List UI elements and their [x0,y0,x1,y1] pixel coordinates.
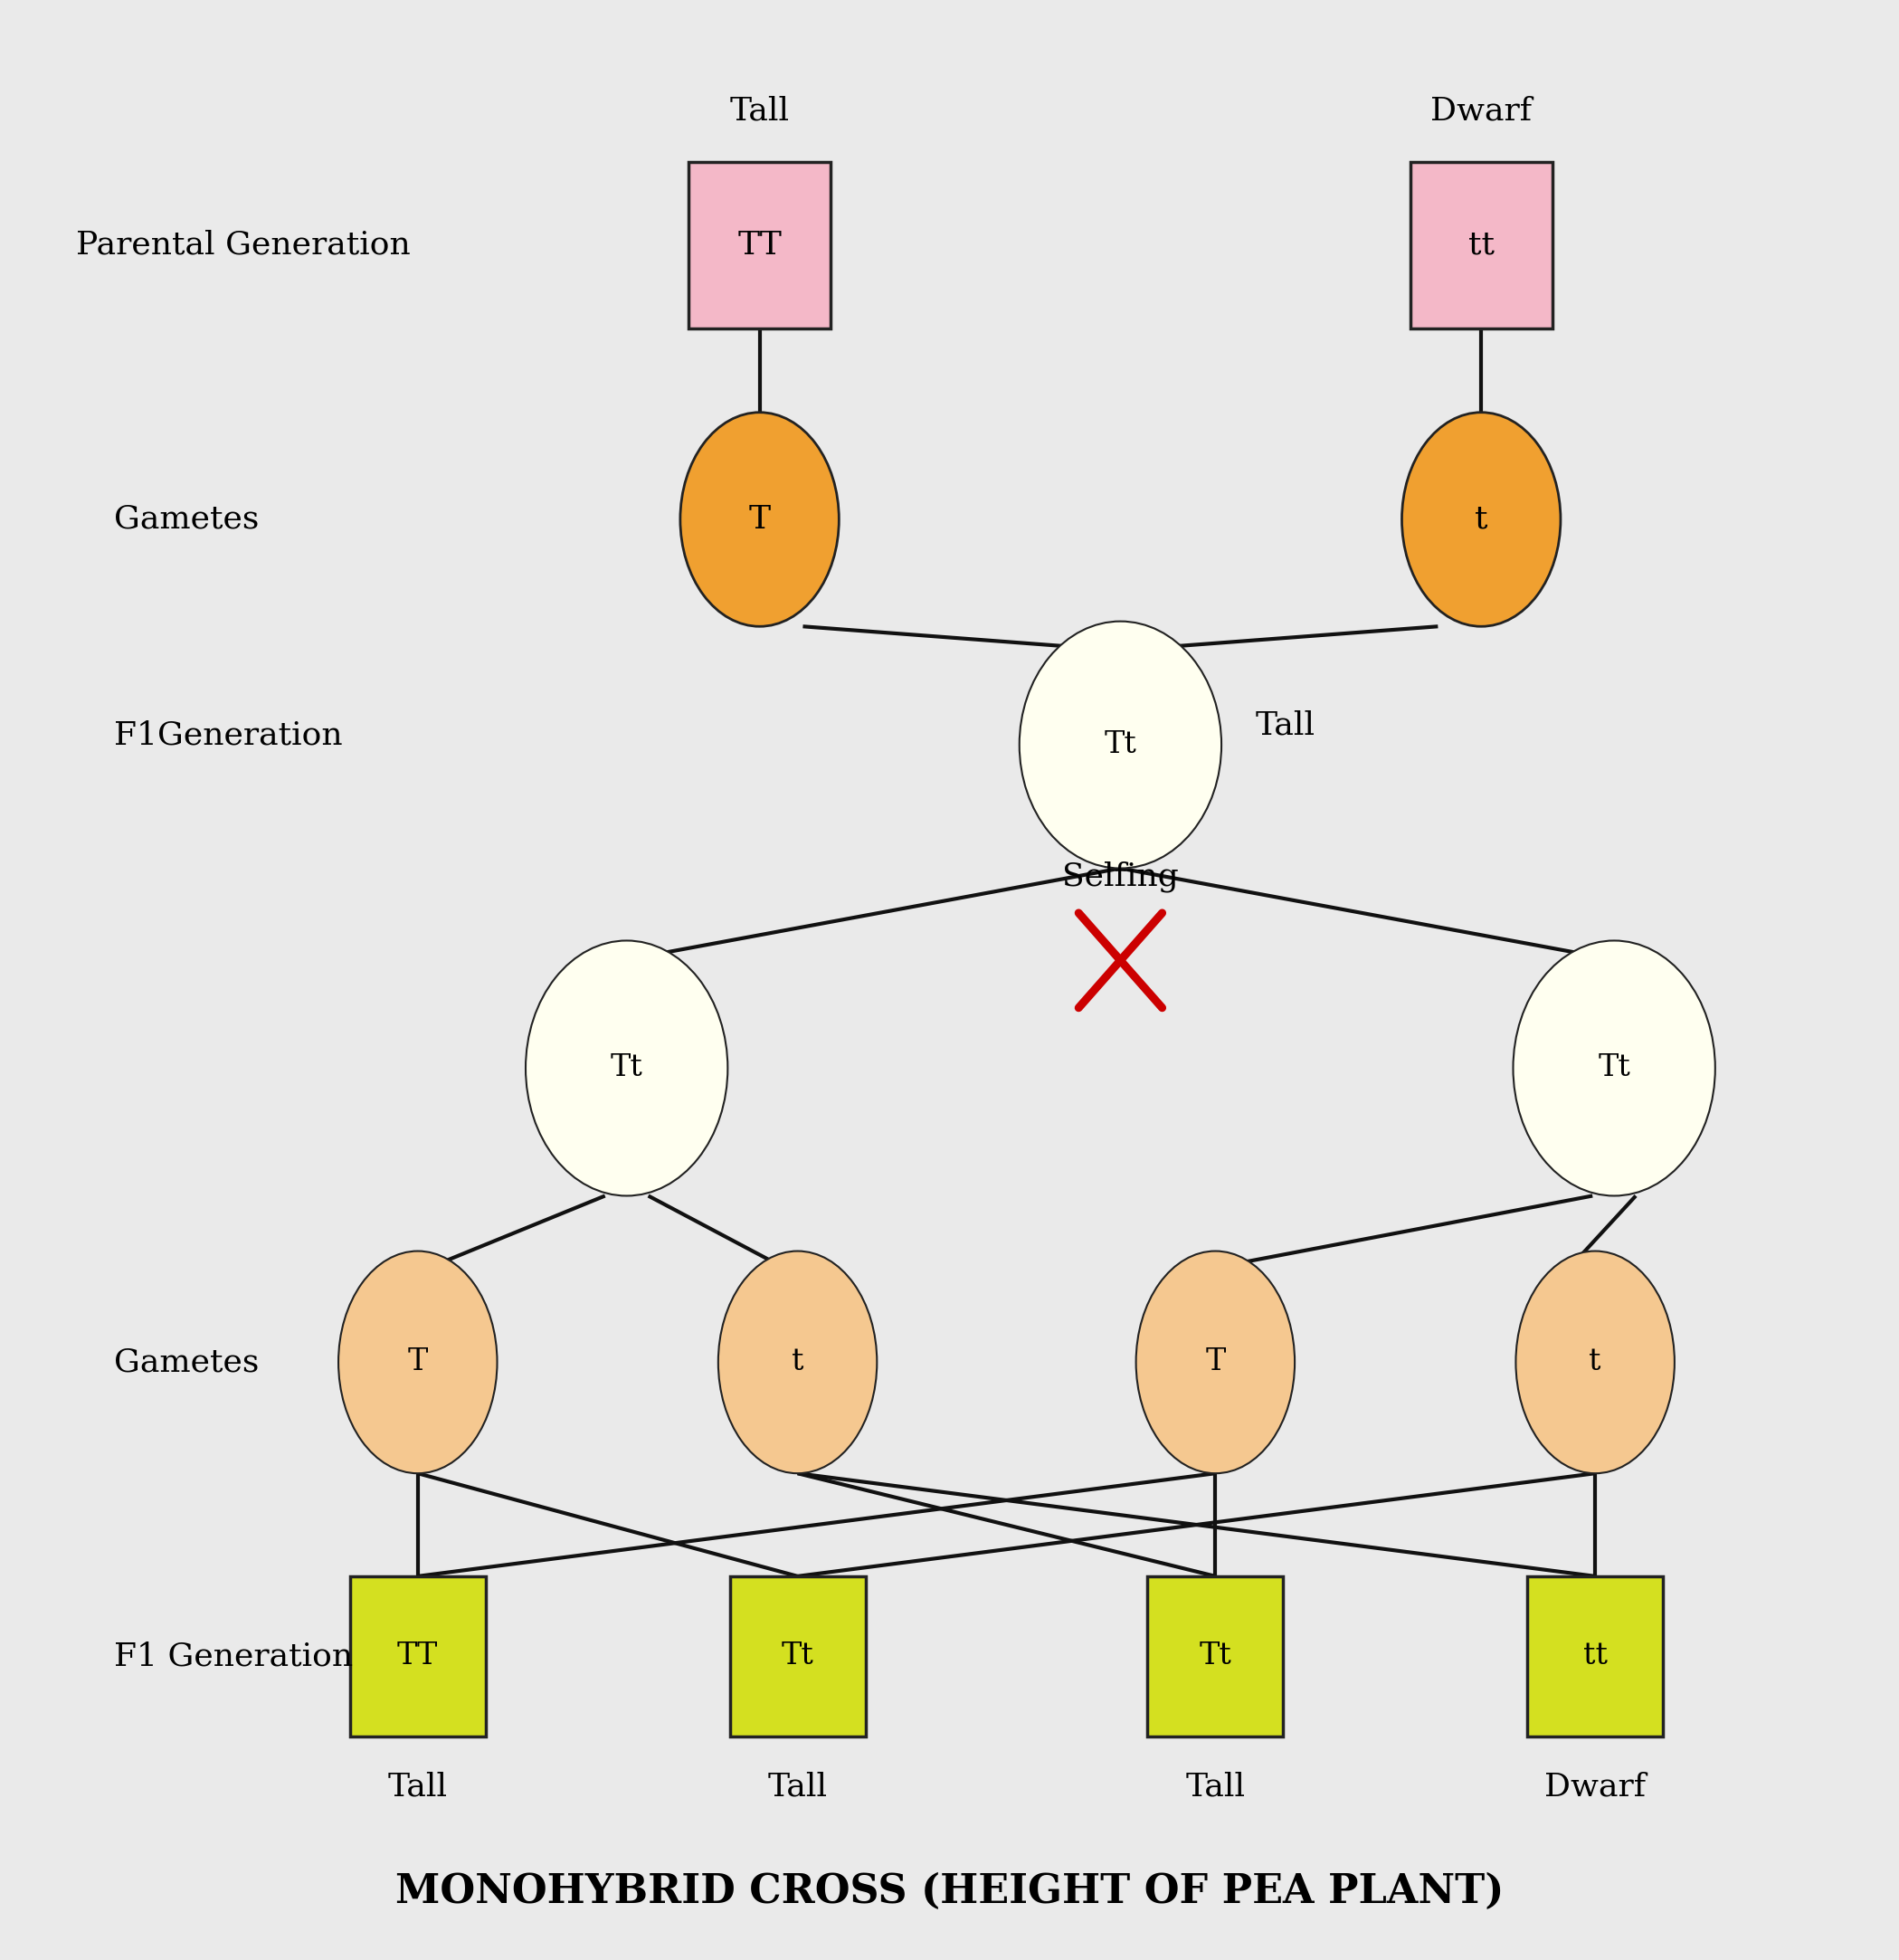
Text: Tt: Tt [780,1642,815,1670]
Text: Tall: Tall [729,96,790,127]
Text: tt: tt [1584,1642,1607,1670]
Text: Tall: Tall [767,1772,828,1801]
FancyBboxPatch shape [729,1576,866,1737]
Text: t: t [1476,504,1487,535]
FancyBboxPatch shape [1411,163,1551,329]
Text: Parental Generation: Parental Generation [76,229,410,261]
Text: t: t [1589,1348,1601,1376]
Text: F1 Generation: F1 Generation [114,1641,353,1672]
FancyBboxPatch shape [689,163,830,329]
Ellipse shape [680,412,839,627]
Ellipse shape [1515,1250,1675,1474]
Text: T: T [1206,1348,1225,1376]
FancyBboxPatch shape [349,1576,486,1737]
Ellipse shape [526,941,727,1196]
Text: Tall: Tall [387,1772,448,1801]
Text: T: T [748,504,771,535]
Ellipse shape [1136,1250,1295,1474]
Text: Tt: Tt [610,1054,644,1082]
Ellipse shape [1514,941,1715,1196]
Text: Dwarf: Dwarf [1544,1772,1646,1801]
Text: F1Generation: F1Generation [114,719,342,751]
Text: Selfing: Selfing [1062,860,1179,892]
Text: T: T [408,1348,427,1376]
Text: t: t [792,1348,803,1376]
Text: Tt: Tt [1103,731,1138,759]
Text: Gametes: Gametes [114,504,258,535]
Text: MONOHYBRID CROSS (HEIGHT OF PEA PLANT): MONOHYBRID CROSS (HEIGHT OF PEA PLANT) [395,1872,1504,1911]
Text: TT: TT [737,229,782,261]
Ellipse shape [718,1250,877,1474]
Ellipse shape [1020,621,1221,868]
FancyBboxPatch shape [1527,1576,1664,1737]
Text: Gametes: Gametes [114,1347,258,1378]
Ellipse shape [338,1250,498,1474]
Text: Tall: Tall [1185,1772,1246,1801]
FancyBboxPatch shape [1147,1576,1284,1737]
Text: Tt: Tt [1597,1054,1631,1082]
Text: Tall: Tall [1255,710,1316,741]
Text: tt: tt [1468,229,1495,261]
Text: TT: TT [397,1642,439,1670]
Text: Tt: Tt [1198,1642,1232,1670]
Ellipse shape [1401,412,1561,627]
Text: Dwarf: Dwarf [1430,96,1532,127]
